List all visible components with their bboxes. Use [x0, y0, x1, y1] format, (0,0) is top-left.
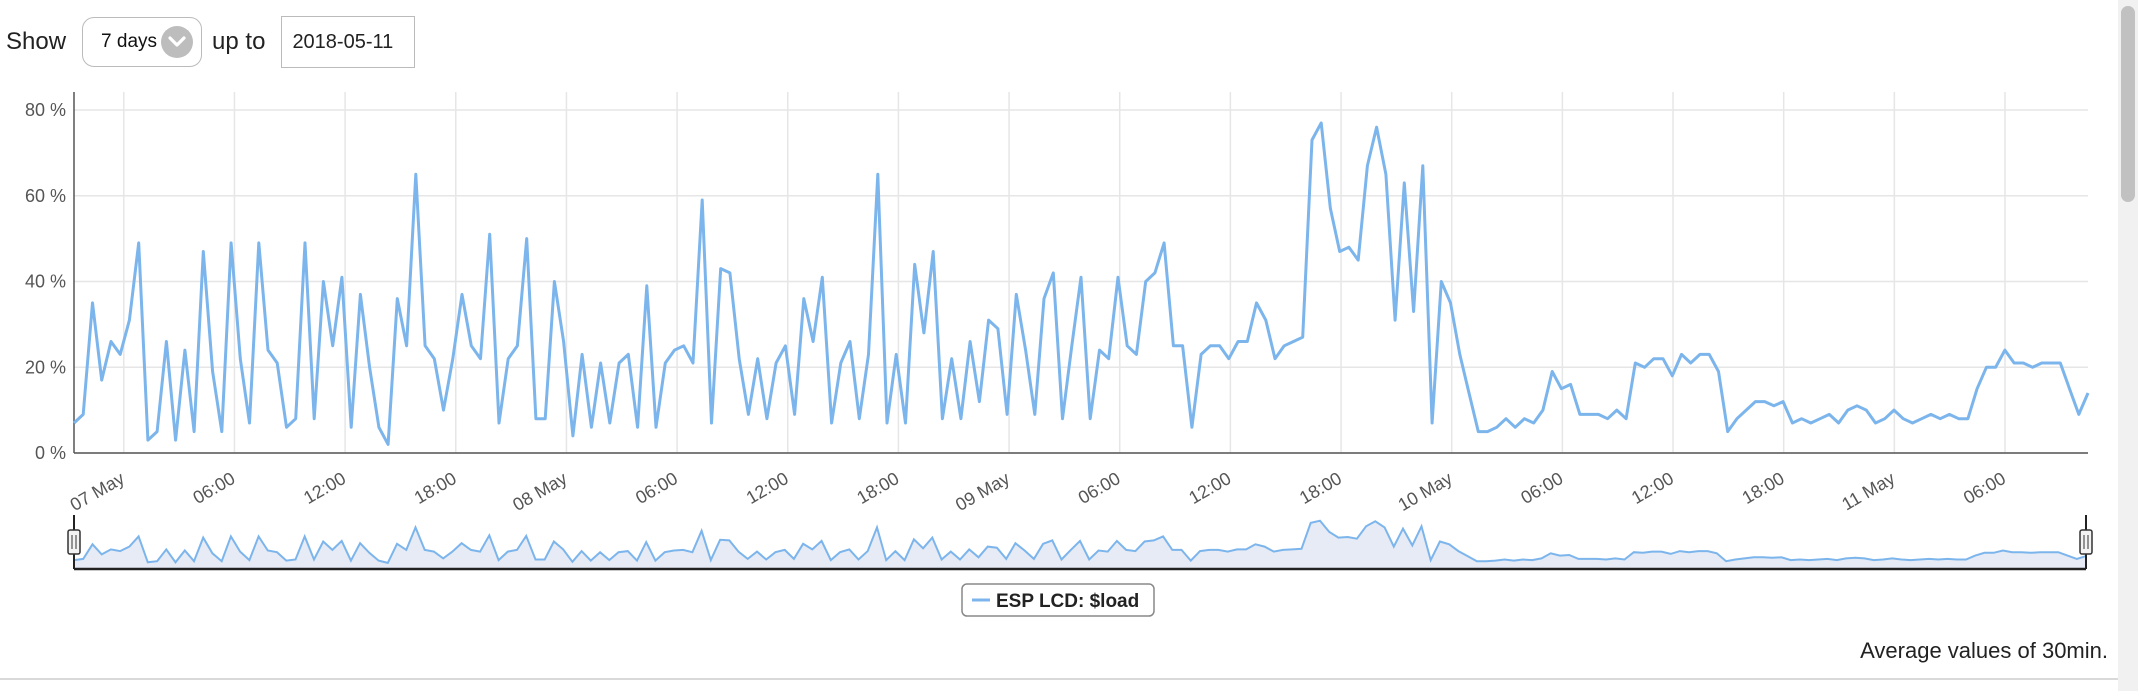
x-tick-label: 10 May	[1395, 468, 1456, 515]
y-tick-label: 60 %	[25, 186, 66, 206]
range-select[interactable]: 7 days	[82, 17, 203, 67]
x-tick-label: 18:00	[411, 468, 460, 508]
x-tick-label: 06:00	[632, 468, 681, 508]
x-tick-label: 18:00	[1739, 468, 1788, 508]
range-select-value: 7 days	[101, 31, 158, 52]
divider	[0, 678, 2118, 680]
x-tick-label: 12:00	[743, 468, 792, 508]
x-tick-label: 06:00	[1960, 468, 2009, 508]
chevron-down-icon[interactable]	[161, 26, 194, 58]
navigator-left-handle[interactable]	[67, 529, 81, 555]
x-tick-label: 06:00	[189, 468, 238, 508]
navigator-right-handle[interactable]	[2079, 529, 2093, 555]
x-tick-label: 06:00	[1075, 468, 1124, 508]
x-axis: 07 May 06:00 12:00 18:00 08 May 06:00 12:00 18:…	[67, 468, 2009, 515]
scrollbar-thumb[interactable]	[2121, 6, 2135, 202]
date-input[interactable]	[281, 16, 416, 68]
x-tick-label: 18:00	[853, 468, 902, 508]
x-tick-label: 11 May	[1838, 468, 1898, 514]
x-tick-label: 09 May	[952, 468, 1013, 515]
navigator[interactable]	[67, 515, 2093, 571]
x-tick-label: 12:00	[300, 468, 349, 508]
x-tick-label: 06:00	[1517, 468, 1566, 508]
x-tick-label: 07 May	[67, 468, 128, 515]
handle-body[interactable]	[67, 529, 81, 555]
page-scrollbar[interactable]	[2118, 0, 2138, 691]
x-tick-label: 12:00	[1628, 468, 1677, 508]
chart-grid	[73, 92, 2088, 454]
navigator-line	[73, 519, 2087, 565]
navigator-area	[74, 520, 2086, 568]
legend-label[interactable]: ESP LCD: $load	[996, 591, 1139, 612]
x-tick-label: 18:00	[1296, 468, 1345, 508]
x-tick-label: 12:00	[1185, 468, 1234, 508]
average-note: Average values of 30min.	[1860, 638, 2108, 663]
series-line	[72, 121, 2090, 446]
upto-label: up to	[212, 28, 266, 55]
chart-controls: Show 7 days up to	[0, 14, 416, 70]
y-tick-label: 40 %	[25, 272, 66, 292]
show-label: Show	[6, 28, 67, 55]
y-tick-label: 80 %	[25, 100, 66, 120]
legend-box[interactable]	[961, 583, 1155, 617]
handle-body[interactable]	[2079, 529, 2093, 555]
y-tick-label: 20 %	[25, 357, 66, 377]
legend[interactable]: ESP LCD: $load	[961, 583, 1155, 617]
y-axis: 0 % 20 % 40 % 60 % 80 %	[25, 100, 66, 463]
x-tick-label: 08 May	[509, 468, 570, 515]
y-tick-label: 0 %	[35, 443, 66, 463]
